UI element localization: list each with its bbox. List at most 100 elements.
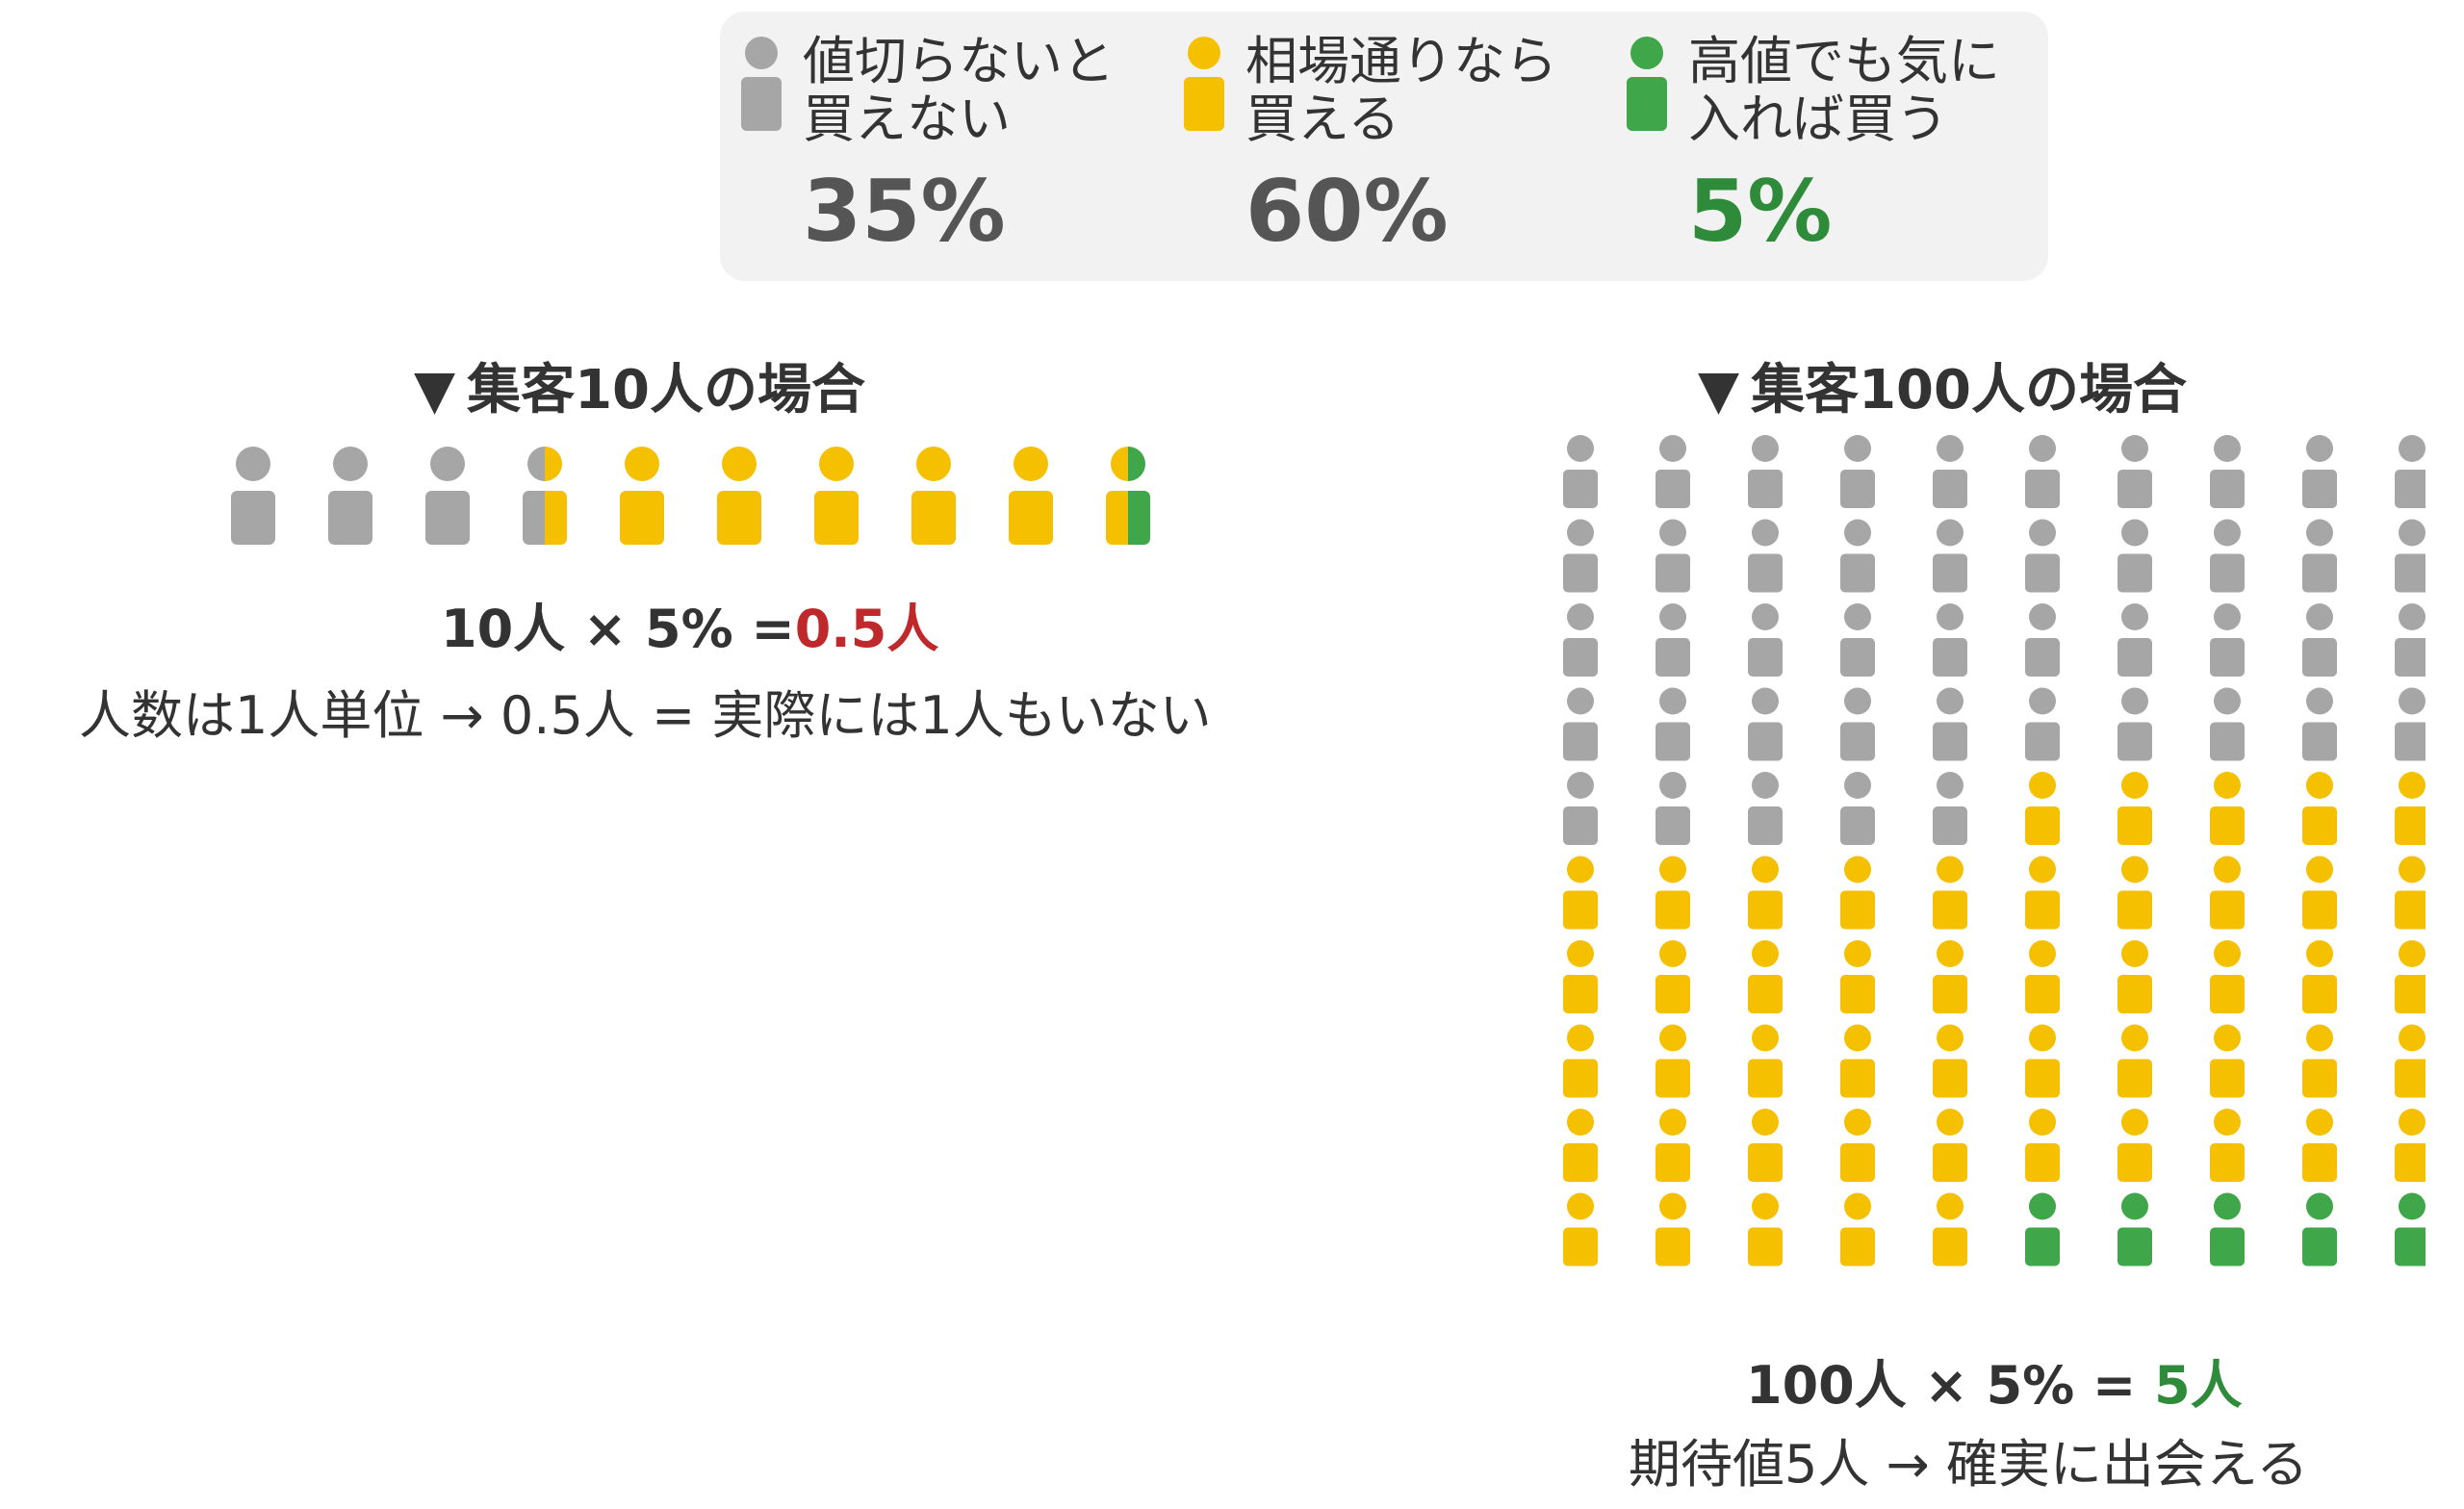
- person-yellow-icon: [1933, 1192, 1967, 1266]
- legend-item-market-price: 相場通りなら 買える 60%: [1182, 12, 1605, 281]
- person-gray-icon: [1933, 687, 1967, 761]
- person-yellow-icon: [1563, 940, 1598, 1013]
- person-yellow-icon: [1933, 1024, 1967, 1098]
- legend-label: 値切らないと 買えない: [803, 31, 1115, 149]
- person-gray-icon: [1840, 687, 1875, 761]
- person-yellow-icon: [2302, 772, 2337, 845]
- person-gray-icon: [425, 447, 470, 545]
- formula-text: 10人 × 5% =: [441, 599, 795, 659]
- person-yellow-icon: [2118, 772, 2152, 845]
- person-gray-icon: [2025, 435, 2060, 508]
- person-gray-icon: [2118, 519, 2152, 593]
- person-yellow-green-icon: [1106, 447, 1150, 545]
- person-gray-icon: [2302, 603, 2337, 677]
- person-yellow-icon: [1563, 1024, 1598, 1098]
- person-yellow-icon: [620, 447, 664, 545]
- person-green-icon: [2302, 1192, 2337, 1266]
- person-green-icon: [2210, 1192, 2245, 1266]
- person-yellow-icon: [911, 447, 956, 545]
- formula-text: 100人 × 5% =: [1746, 1355, 2137, 1416]
- person-gray-icon: [1840, 772, 1875, 845]
- person-yellow-icon: [2118, 856, 2152, 930]
- person-gray-icon: [1933, 435, 1967, 508]
- person-yellow-icon: [1933, 1109, 1967, 1182]
- person-yellow-icon: [2302, 1024, 2337, 1098]
- formula-result: 5人: [2154, 1355, 2243, 1416]
- person-yellow-icon: [2025, 856, 2060, 930]
- person-yellow-icon: [2025, 772, 2060, 845]
- person-gray-icon: [1563, 772, 1598, 845]
- person-gray-icon: [2118, 687, 2152, 761]
- person-yellow-icon: [1656, 1109, 1690, 1182]
- formula-result: 0.5人: [794, 599, 939, 659]
- person-yellow-icon: [2395, 940, 2426, 1013]
- legend-percentage: 60%: [1245, 162, 1449, 261]
- right-note: 期待値5人 → 確実に出会える: [1629, 1434, 2309, 1495]
- person-gray-icon: [1563, 603, 1598, 677]
- person-yellow-icon: [1748, 856, 1783, 930]
- person-gray-icon: [1563, 435, 1598, 508]
- person-yellow-icon: [1563, 1192, 1598, 1266]
- person-gray-icon: [2210, 603, 2245, 677]
- person-yellow-icon: [1933, 856, 1967, 930]
- person-gray-icon: [1656, 435, 1690, 508]
- person-yellow-icon: [1840, 1192, 1875, 1266]
- left-note: 人数は1人単位 → 0.5人 = 実際には1人もいない: [79, 685, 1212, 746]
- person-yellow-icon: [1656, 1024, 1690, 1098]
- person-yellow-icon: [1184, 37, 1224, 131]
- person-yellow-icon: [2302, 1109, 2337, 1182]
- person-green-icon: [2395, 1192, 2426, 1266]
- person-gray-icon: [1840, 435, 1875, 508]
- person-yellow-icon: [2302, 940, 2337, 1013]
- person-gray-icon: [1748, 687, 1783, 761]
- person-yellow-icon: [2210, 1024, 2245, 1098]
- person-gray-icon: [2118, 603, 2152, 677]
- person-yellow-icon: [2302, 856, 2337, 930]
- person-gray-icon: [1563, 687, 1598, 761]
- person-yellow-icon: [2118, 1109, 2152, 1182]
- person-gray-icon: [1933, 519, 1967, 593]
- person-gray-icon: [741, 37, 782, 131]
- person-gray-icon: [2025, 687, 2060, 761]
- person-gray-icon: [1840, 603, 1875, 677]
- left-heading: ▼ 集客10人の場合: [414, 360, 865, 422]
- person-gray-icon: [2395, 519, 2426, 593]
- person-gray-yellow-icon: [523, 447, 567, 545]
- person-yellow-icon: [1840, 856, 1875, 930]
- person-gray-icon: [1748, 772, 1783, 845]
- triangle-down-icon: ▼: [1698, 359, 1740, 422]
- person-gray-icon: [2302, 687, 2337, 761]
- person-yellow-icon: [1656, 1192, 1690, 1266]
- person-yellow-icon: [1748, 1192, 1783, 1266]
- person-yellow-icon: [1748, 1024, 1783, 1098]
- person-gray-icon: [2302, 435, 2337, 508]
- person-gray-icon: [1656, 603, 1690, 677]
- person-yellow-icon: [1563, 856, 1598, 930]
- person-yellow-icon: [717, 447, 761, 545]
- person-yellow-icon: [2395, 772, 2426, 845]
- person-gray-icon: [1933, 772, 1967, 845]
- person-yellow-icon: [2210, 1109, 2245, 1182]
- person-yellow-icon: [2025, 940, 2060, 1013]
- legend-percentage: 35%: [803, 162, 1006, 261]
- person-green-icon: [2025, 1192, 2060, 1266]
- person-gray-icon: [2025, 519, 2060, 593]
- person-gray-icon: [231, 447, 275, 545]
- right-title: 集客100人の場合: [1751, 359, 2187, 422]
- person-yellow-icon: [2210, 856, 2245, 930]
- person-yellow-icon: [2210, 940, 2245, 1013]
- person-yellow-icon: [1748, 940, 1783, 1013]
- person-yellow-icon: [1009, 447, 1053, 545]
- person-yellow-icon: [1840, 1109, 1875, 1182]
- right-heading: ▼ 集客100人の場合: [1698, 360, 2187, 422]
- person-gray-icon: [1748, 519, 1783, 593]
- people-grid-100: [1563, 435, 2426, 1266]
- person-gray-icon: [328, 447, 372, 545]
- person-yellow-icon: [2395, 1024, 2426, 1098]
- triangle-down-icon: ▼: [414, 359, 456, 422]
- person-gray-icon: [2210, 435, 2245, 508]
- person-yellow-icon: [2118, 940, 2152, 1013]
- person-gray-icon: [1933, 603, 1967, 677]
- person-gray-icon: [1563, 519, 1598, 593]
- person-gray-icon: [1656, 519, 1690, 593]
